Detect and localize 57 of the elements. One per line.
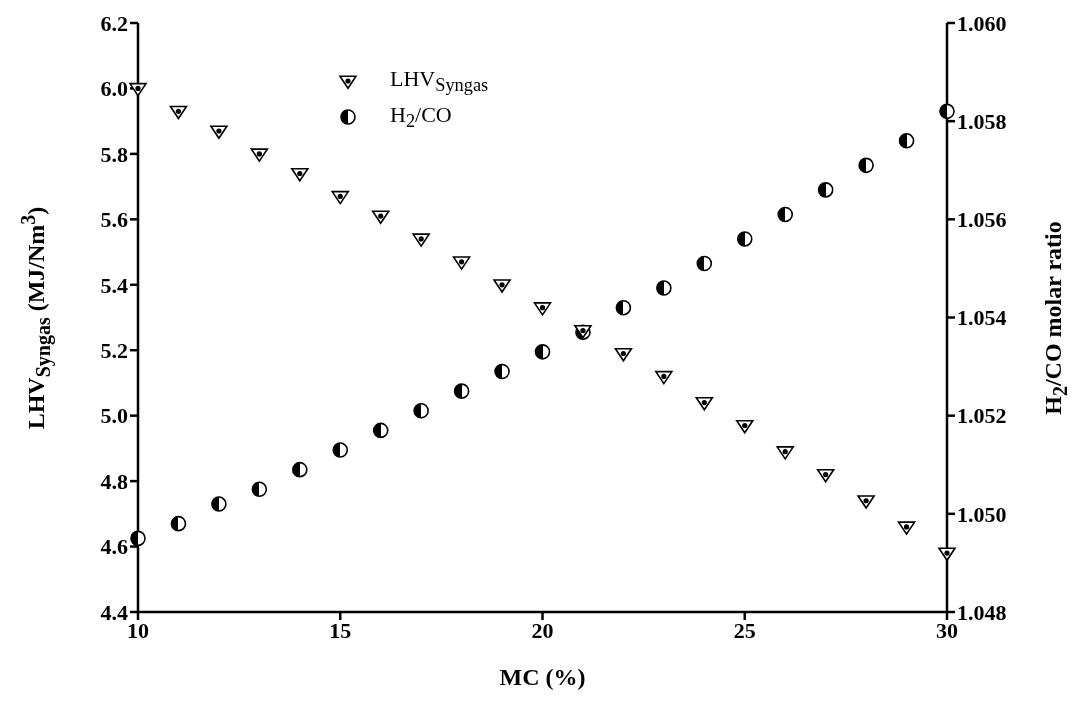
point [292,461,308,478]
y-tick-label: 5.2 [100,338,128,364]
y2-tick-label: 1.052 [957,403,1007,429]
point [372,422,389,439]
y2-tick-label: 1.054 [957,305,1007,331]
point [776,446,794,460]
y-tick-label: 5.6 [100,207,128,233]
point [533,302,552,316]
point [494,363,510,380]
point [452,256,471,270]
point [695,396,714,411]
y-tick-label: 5.8 [100,141,128,167]
legend-label: H$_{2}$/CO [390,101,452,133]
y2-tick-label: 1.050 [957,501,1007,527]
x-tick-label: 15 [329,617,352,643]
point [736,231,753,247]
point [939,103,955,120]
point [777,206,793,223]
y-tick-label: 5.0 [100,403,128,429]
y2-tick-label: 1.056 [957,207,1007,233]
point [656,280,672,296]
point [493,279,511,293]
y-tick-label: 6.2 [100,10,128,36]
point [897,521,916,535]
point [170,515,187,532]
point [858,157,874,174]
point [453,383,470,399]
point [210,125,228,139]
point [371,210,390,225]
x-axis-title: MC (%) [499,664,586,691]
y-tick-label: 4.8 [100,468,128,494]
x-tick-label: 10 [127,617,149,643]
point [130,530,146,547]
y-tick-label: 6.0 [100,76,128,102]
point [413,402,429,419]
y-tick-label: 4.4 [100,599,128,625]
point [898,133,915,149]
point [615,299,632,316]
point [250,148,269,162]
y2-tick-label: 1.048 [957,599,1007,625]
point [251,481,268,498]
point [816,468,835,483]
y2-tick-label: 1.058 [957,108,1007,134]
y-tick-label: 5.4 [100,272,128,298]
point [534,344,551,360]
x-tick-label: 30 [936,617,958,643]
legend-label: LHV$_{Syngas}$ [390,65,489,97]
point [696,255,713,272]
point [211,496,227,512]
y2-tick-label: 1.060 [957,10,1007,36]
y-tick-label: 4.6 [100,534,128,560]
point [817,182,834,198]
point [332,442,349,458]
x-tick-label: 25 [733,617,756,643]
point [412,233,430,247]
x-tick-label: 20 [531,617,554,643]
point [857,495,875,509]
